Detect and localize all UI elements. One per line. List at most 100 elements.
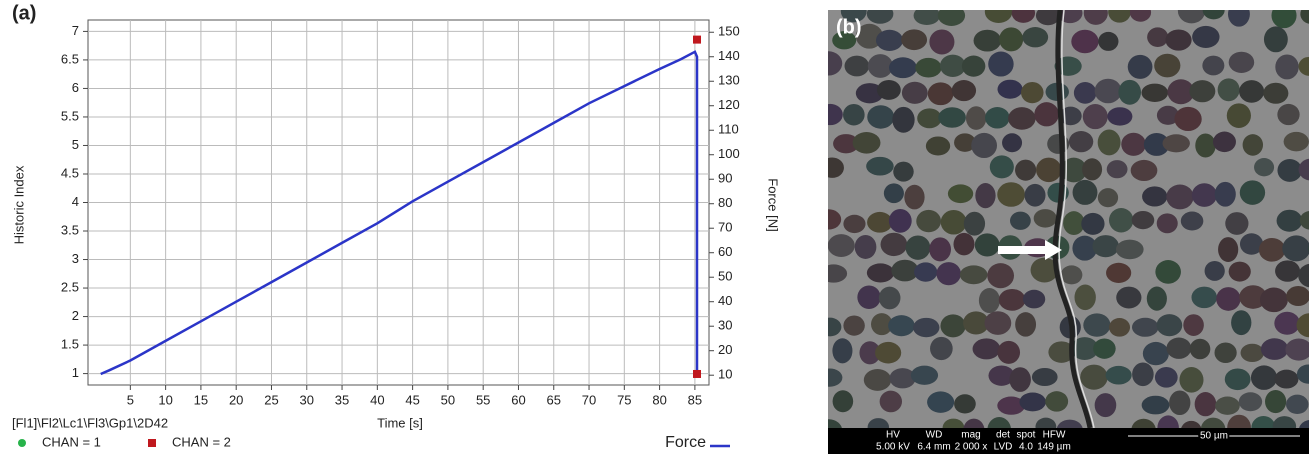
data-point bbox=[693, 35, 702, 44]
grain bbox=[971, 132, 998, 159]
y2-tick-label: 110 bbox=[718, 122, 739, 137]
grain bbox=[1142, 341, 1169, 366]
grain bbox=[1174, 106, 1202, 132]
grain bbox=[1285, 338, 1309, 361]
grain bbox=[910, 365, 939, 385]
y2-tick-label: 20 bbox=[718, 342, 732, 357]
grain bbox=[930, 336, 953, 361]
grain bbox=[1118, 79, 1142, 105]
y-axis-label: Historic Index bbox=[11, 165, 26, 244]
grain bbox=[888, 208, 912, 233]
grain bbox=[915, 57, 942, 78]
grain bbox=[867, 211, 893, 233]
grain bbox=[975, 183, 996, 209]
x-tick-label: 45 bbox=[405, 392, 419, 407]
grain bbox=[875, 341, 902, 364]
grain bbox=[954, 394, 976, 414]
grain bbox=[1022, 27, 1049, 48]
y-tick-label: 2 bbox=[72, 308, 79, 323]
grain bbox=[1215, 396, 1240, 415]
grain bbox=[974, 233, 1000, 257]
grain bbox=[1022, 289, 1046, 309]
grain bbox=[1082, 104, 1108, 130]
grain bbox=[866, 10, 894, 24]
grain bbox=[855, 23, 883, 49]
grain bbox=[1263, 26, 1288, 53]
y2-tick-label: 130 bbox=[718, 73, 740, 88]
x-tick-label: 80 bbox=[652, 392, 666, 407]
grain bbox=[1121, 132, 1146, 156]
grain bbox=[1048, 341, 1075, 363]
grain bbox=[1147, 27, 1169, 47]
x-tick-label: 30 bbox=[300, 392, 314, 407]
grain bbox=[828, 234, 855, 258]
grain bbox=[1107, 107, 1133, 126]
grain bbox=[879, 390, 903, 413]
grain bbox=[984, 311, 1012, 335]
grain bbox=[916, 209, 941, 233]
grain bbox=[828, 157, 844, 178]
grain bbox=[863, 369, 892, 391]
grain bbox=[1015, 159, 1037, 181]
grain bbox=[1272, 416, 1297, 428]
grain bbox=[1265, 389, 1287, 414]
grain bbox=[1298, 158, 1309, 181]
grain bbox=[1106, 160, 1128, 179]
grain bbox=[1154, 53, 1181, 78]
y2-tick-label: 120 bbox=[718, 97, 740, 112]
grain bbox=[937, 10, 966, 26]
grain bbox=[963, 311, 989, 335]
grain bbox=[866, 263, 895, 283]
grain bbox=[1081, 212, 1105, 235]
y2-tick-label: 100 bbox=[718, 146, 740, 161]
grain bbox=[965, 106, 987, 130]
grain bbox=[1156, 314, 1183, 337]
grain bbox=[1202, 10, 1225, 20]
info-header: spot bbox=[1017, 430, 1036, 441]
grain bbox=[1286, 286, 1309, 306]
grain bbox=[1092, 235, 1119, 258]
data-point bbox=[693, 369, 702, 378]
grain bbox=[1143, 133, 1170, 156]
grain bbox=[1177, 10, 1206, 24]
grain bbox=[1129, 10, 1152, 22]
grain bbox=[1296, 313, 1309, 338]
x-tick-label: 50 bbox=[441, 392, 455, 407]
source-path: [Fl1]\Fl2\Lc1\Fl3\Gp1\2D42 bbox=[12, 415, 168, 430]
grain bbox=[1162, 134, 1190, 153]
legend-marker bbox=[18, 439, 26, 447]
grain bbox=[929, 237, 952, 262]
grain bbox=[893, 161, 914, 182]
grain bbox=[1034, 102, 1059, 127]
grain bbox=[1131, 210, 1155, 230]
y2-tick-label: 50 bbox=[718, 269, 732, 284]
crack bbox=[1052, 10, 1093, 428]
grain bbox=[988, 51, 1014, 77]
grain bbox=[867, 418, 890, 428]
grain bbox=[1192, 25, 1220, 48]
grain bbox=[951, 80, 977, 102]
grain bbox=[1008, 107, 1036, 130]
grain bbox=[1108, 208, 1134, 233]
panel-label: (b) bbox=[836, 16, 862, 38]
y-tick-label: 6 bbox=[72, 80, 79, 95]
grain bbox=[828, 317, 842, 337]
grain bbox=[1070, 337, 1099, 361]
y-tick-label: 3.5 bbox=[61, 222, 79, 237]
grain bbox=[1226, 103, 1251, 129]
grain bbox=[925, 136, 951, 156]
grain bbox=[917, 108, 942, 129]
info-header: HV bbox=[886, 430, 900, 441]
info-header: det bbox=[996, 430, 1010, 441]
y-tick-label: 1.5 bbox=[61, 337, 79, 352]
grain bbox=[1181, 420, 1202, 428]
grain bbox=[988, 365, 1015, 386]
x-tick-label: 55 bbox=[476, 392, 490, 407]
grain bbox=[1217, 78, 1240, 102]
grain bbox=[1275, 54, 1299, 80]
grain bbox=[1097, 188, 1119, 208]
grain bbox=[828, 51, 843, 76]
grain bbox=[1157, 415, 1179, 428]
scale-label: 50 µm bbox=[1200, 431, 1228, 442]
grain bbox=[1155, 260, 1181, 284]
